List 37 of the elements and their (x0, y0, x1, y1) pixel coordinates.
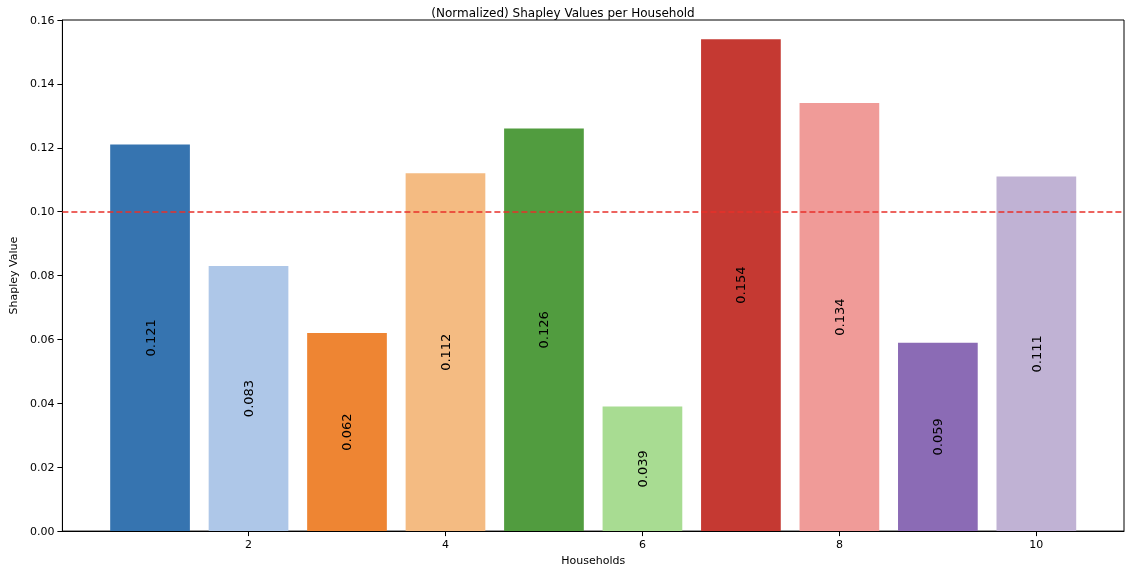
y-tick-label: 0.02 (29, 460, 55, 474)
x-tick-label: 4 (441, 538, 449, 552)
y-tick-label: 0.16 (29, 13, 55, 27)
y-tick-label: 0.08 (29, 269, 55, 283)
bar (602, 406, 683, 532)
data-label: 0.112 (437, 333, 453, 371)
y-tick-label: 0.00 (29, 524, 55, 538)
y-tick-label: 0.14 (29, 77, 55, 91)
y-tick-label: 0.12 (29, 141, 55, 155)
y-tick-label: 0.06 (29, 332, 55, 346)
x-tick-label: 8 (835, 538, 843, 552)
chart-title: (Normalized) Shapley Values per Household (431, 6, 695, 20)
bar (307, 333, 387, 532)
y-tick-label: 0.10 (29, 205, 55, 219)
bar (504, 128, 584, 532)
x-tick-label: 2 (245, 538, 253, 552)
bar (799, 103, 880, 532)
bar (208, 265, 289, 532)
bar (996, 176, 1077, 532)
y-tick-label: 0.04 (29, 396, 55, 410)
x-axis-title: Households (561, 554, 626, 567)
data-label: 0.111 (1028, 335, 1044, 373)
data-label: 0.134 (831, 298, 847, 336)
data-label: 0.121 (142, 319, 158, 357)
data-label: 0.126 (536, 311, 552, 349)
data-label: 0.062 (339, 413, 355, 451)
bar (701, 39, 781, 532)
bar (110, 144, 190, 532)
bar (405, 173, 486, 532)
data-label: 0.039 (634, 450, 650, 488)
bar (898, 342, 978, 532)
data-label: 0.154 (733, 266, 749, 304)
data-label: 0.083 (241, 379, 257, 418)
x-tick-label: 10 (1029, 538, 1044, 552)
data-label: 0.059 (930, 418, 946, 456)
x-tick-label: 6 (638, 538, 646, 552)
y-axis-title: Shapley Value (7, 236, 20, 315)
